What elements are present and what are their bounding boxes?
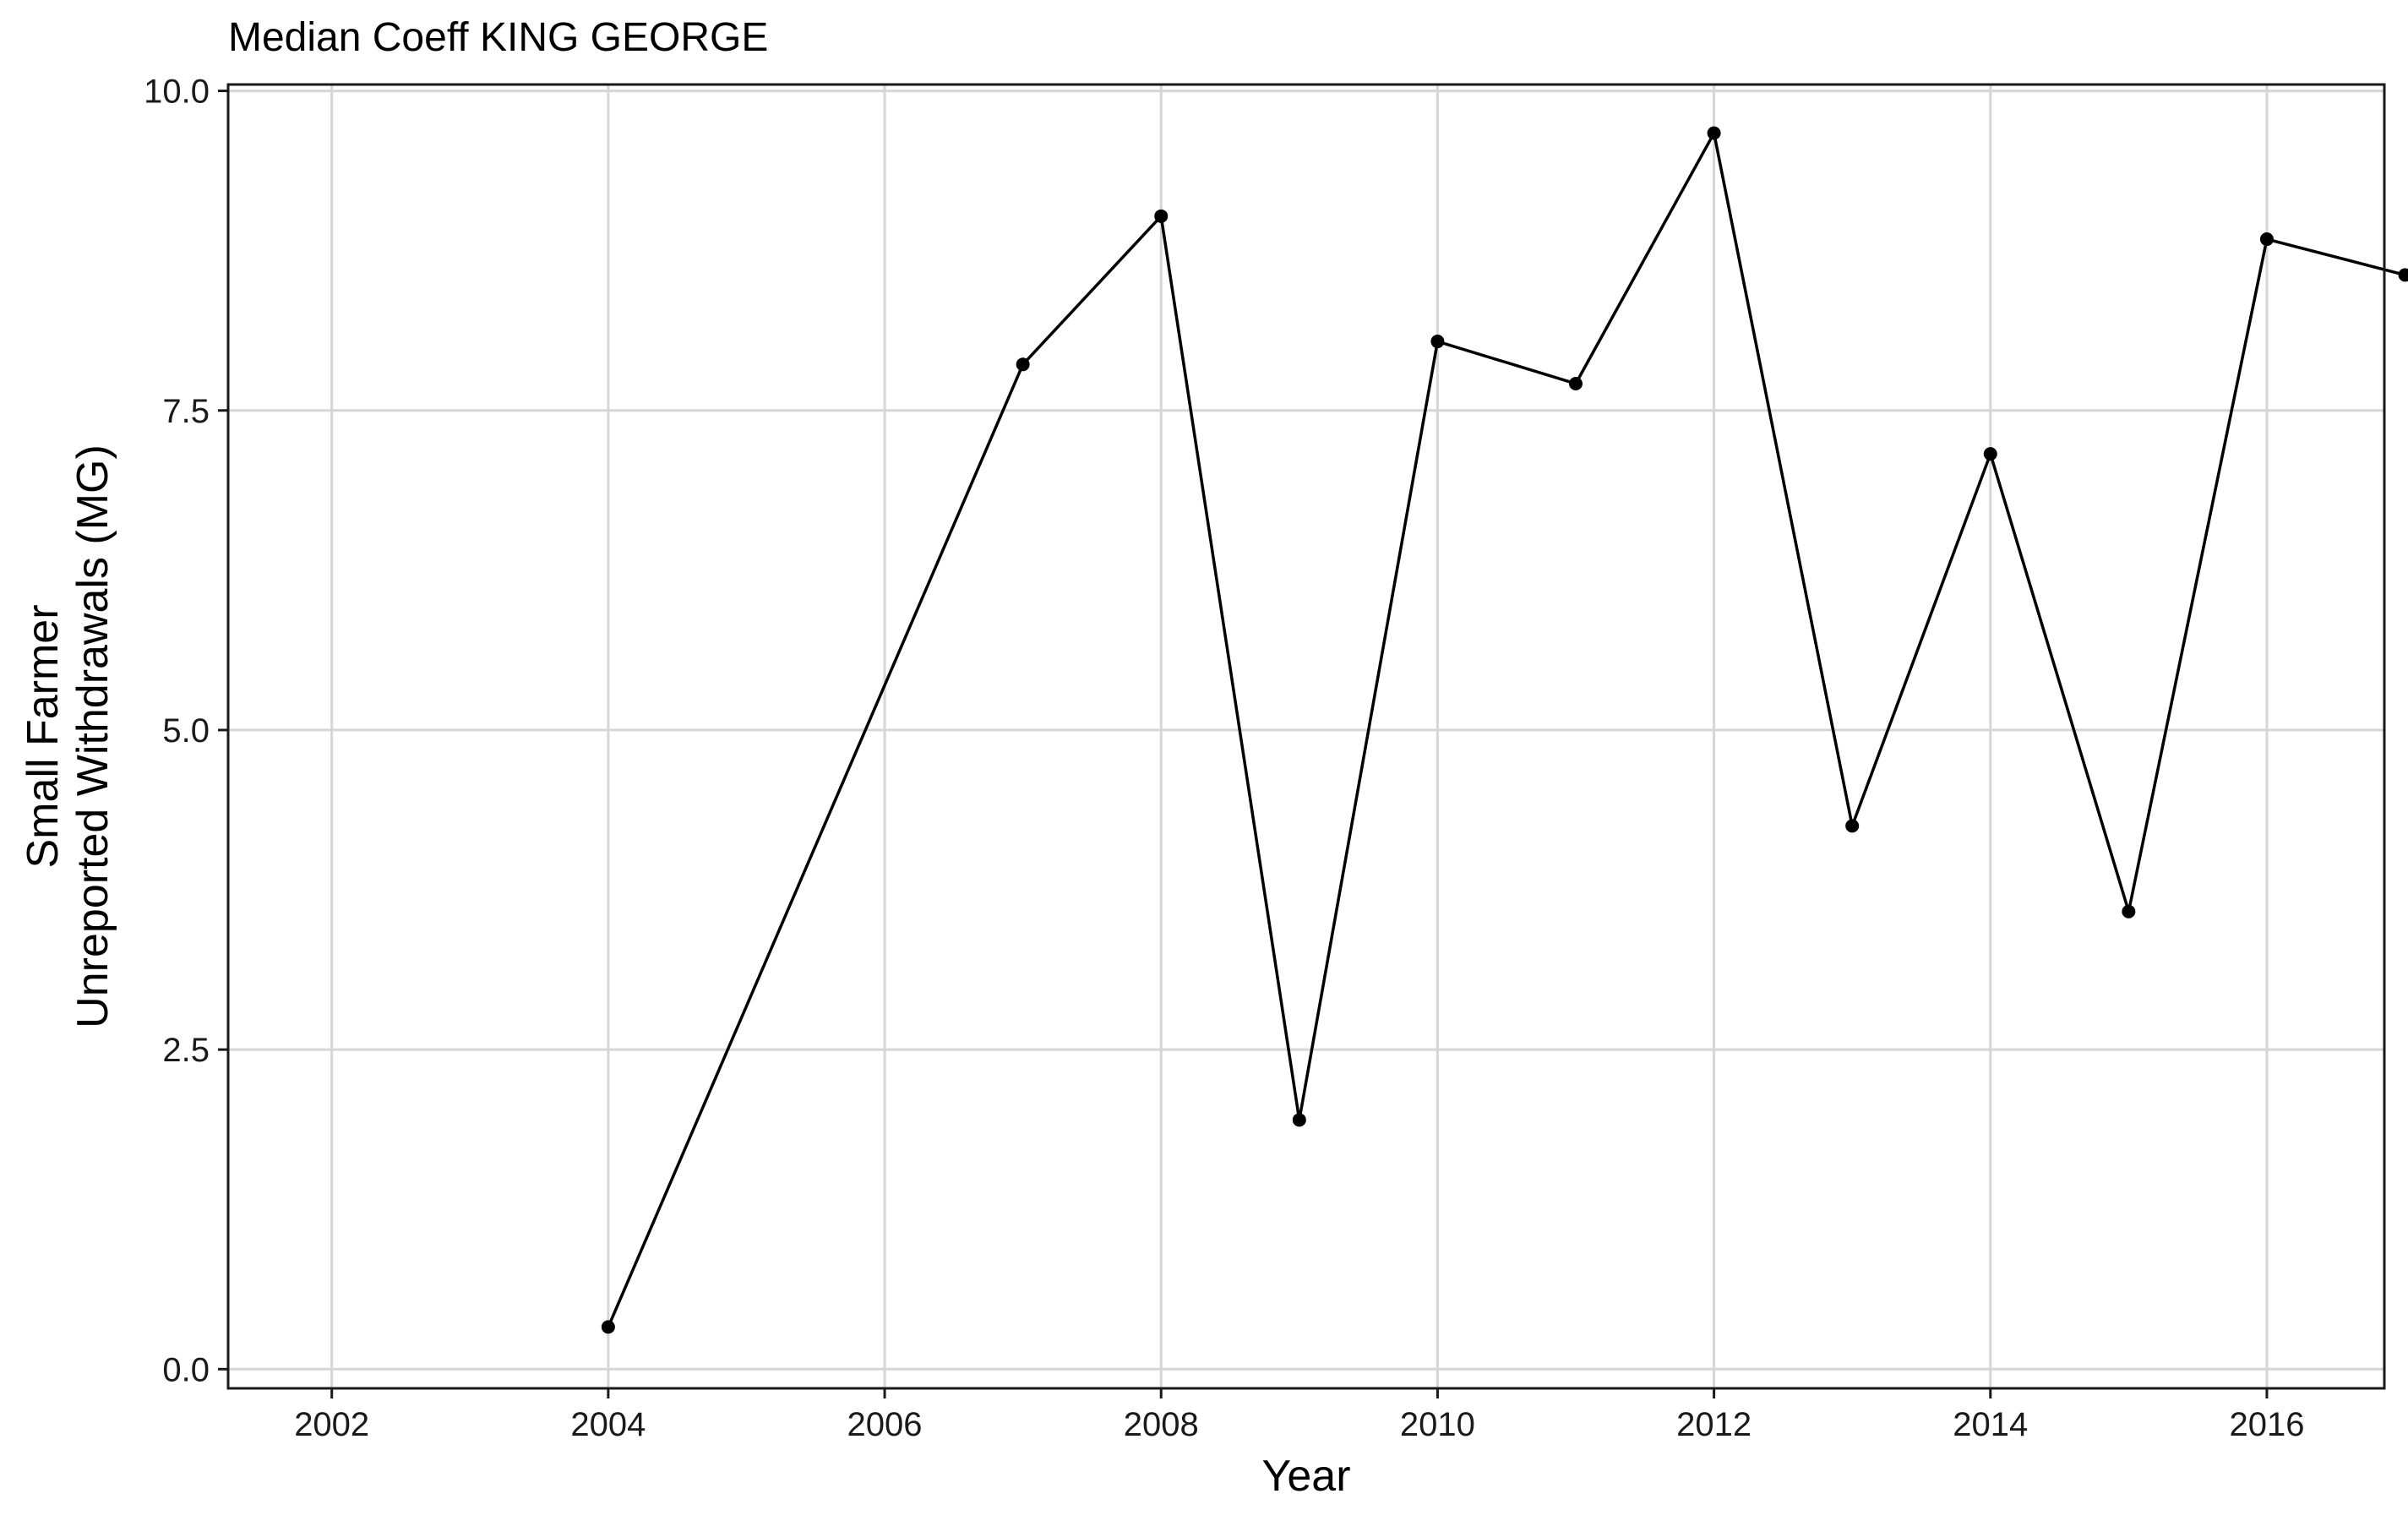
y-tick-label: 5.0: [162, 712, 210, 750]
grid-lines: [228, 84, 2384, 1388]
y-tick-label: 0.0: [162, 1351, 210, 1388]
data-point: [1292, 1113, 1306, 1127]
data-point: [1430, 335, 1445, 349]
x-axis-title: Year: [1261, 1452, 1350, 1501]
data-point: [1569, 376, 1583, 390]
series-line: [607, 128, 2405, 1328]
axis-ticks: 2002 2004 2006 2008 2010 2012 2014 2016 0.0 2.5 5.…: [144, 74, 2304, 1443]
data-point: [1016, 357, 1030, 372]
plot-panel-border: [226, 83, 2386, 1390]
y-axis-title-line-2: Unreported Withdrawals (MG): [68, 444, 117, 1028]
series-layer: [601, 126, 2408, 1334]
data-point: [1845, 819, 1860, 833]
x-tick-label: 2012: [1676, 1406, 1752, 1443]
data-point: [2398, 268, 2408, 282]
data-point: [1983, 447, 1997, 461]
data-point: [2122, 904, 2136, 919]
y-tick-label: 7.5: [162, 393, 210, 430]
x-tick-label: 2008: [1124, 1406, 1199, 1443]
x-tick-label: 2006: [847, 1406, 923, 1443]
chart-title: Median Coeff KING GEORGE: [228, 15, 768, 60]
data-point: [1707, 126, 1721, 140]
x-tick-label: 2014: [1953, 1406, 2028, 1443]
x-tick-label: 2004: [570, 1406, 646, 1443]
x-tick-label: 2010: [1400, 1406, 1475, 1443]
x-tick-label: 2016: [2229, 1406, 2304, 1443]
y-tick-label: 2.5: [162, 1032, 210, 1069]
data-point: [2259, 232, 2274, 247]
data-point: [1154, 209, 1169, 223]
y-axis-title-line-1: Small Farmer: [19, 604, 68, 868]
data-point: [601, 1320, 615, 1334]
x-tick-label: 2002: [294, 1406, 369, 1443]
y-tick-label: 10.0: [144, 74, 210, 111]
